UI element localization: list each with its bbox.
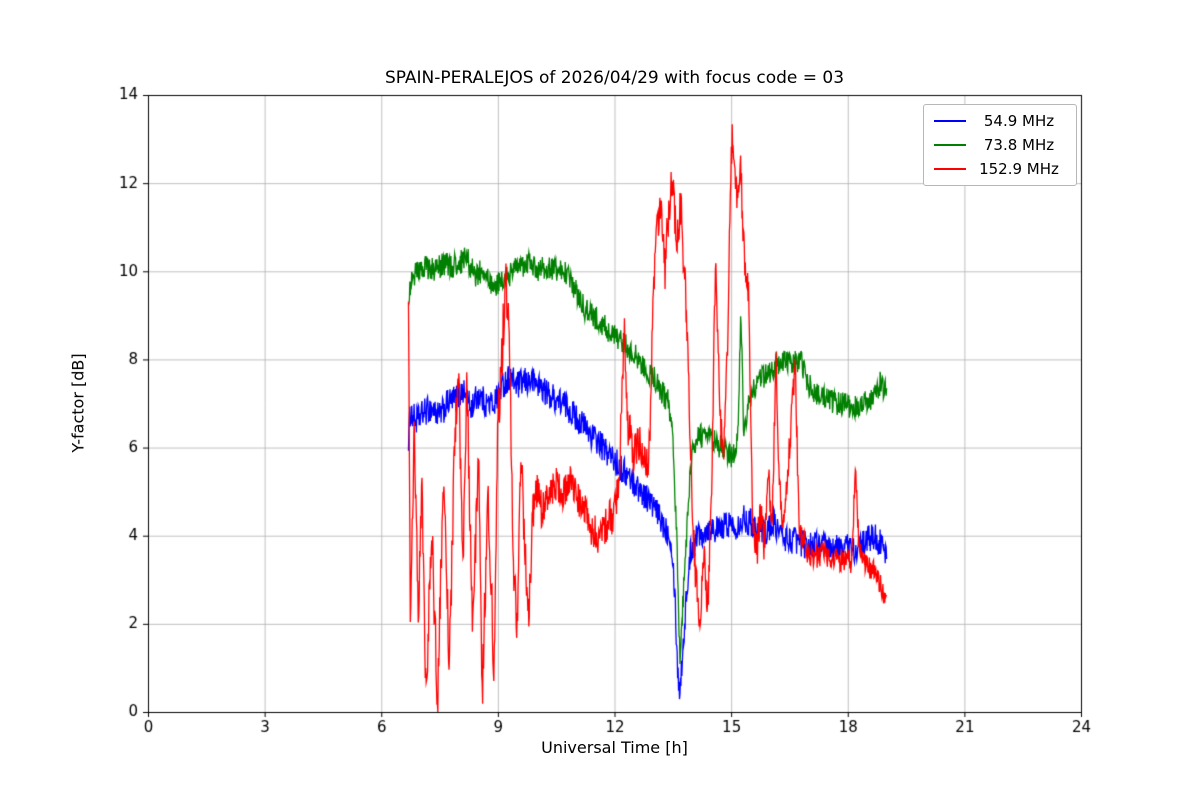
x-axis-label: Universal Time [h] — [541, 738, 688, 757]
legend-item: 73.8 MHz — [934, 136, 1064, 154]
legend-line-swatch-green — [934, 144, 966, 146]
chart-title: SPAIN-PERALEJOS of 2026/04/29 with focus… — [384, 68, 845, 88]
legend-item: 54.9 MHz — [934, 112, 1064, 130]
y-axis-label: Y-factor [dB] — [68, 353, 88, 453]
legend: 54.9 MHz 73.8 MHz 152.9 MHz — [923, 104, 1077, 186]
legend-label: 54.9 MHz — [983, 112, 1055, 130]
legend-item: 152.9 MHz — [934, 160, 1064, 178]
legend-line-swatch-red — [934, 168, 966, 170]
legend-label: 152.9 MHz — [979, 160, 1059, 178]
legend-line-swatch-blue — [934, 120, 966, 122]
legend-label: 73.8 MHz — [983, 136, 1055, 154]
